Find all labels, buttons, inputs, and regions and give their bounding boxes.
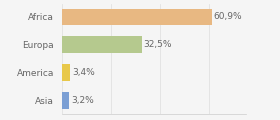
Bar: [62, 92, 69, 109]
Bar: [62, 36, 142, 53]
Bar: [62, 9, 212, 25]
Text: 32,5%: 32,5%: [144, 40, 172, 49]
Text: 3,2%: 3,2%: [71, 96, 94, 105]
Text: 60,9%: 60,9%: [214, 12, 242, 21]
Bar: [62, 64, 70, 81]
Text: 3,4%: 3,4%: [72, 68, 95, 77]
